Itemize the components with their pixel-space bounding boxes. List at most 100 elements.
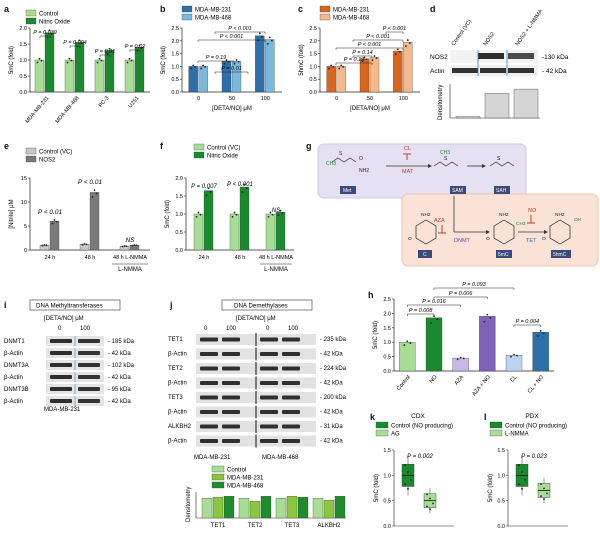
c-pvalue: P < 0.001 (358, 42, 382, 48)
j-dens-bar (212, 497, 224, 519)
a-point (80, 42, 83, 45)
d-row-actin: Actin (430, 68, 445, 75)
h-point (513, 353, 515, 356)
j-band (282, 366, 300, 371)
f-bar (275, 212, 286, 251)
e-point (43, 244, 46, 246)
h-xtick-label: NO (429, 374, 439, 385)
a-bracket (129, 49, 141, 52)
j-deta: [DETA/NO] μM (236, 316, 276, 322)
c-point (338, 67, 341, 70)
panel-label-i: i (4, 300, 7, 310)
j-band (282, 439, 300, 443)
h-bar (425, 317, 443, 372)
f-point (235, 213, 238, 216)
e-legend-label: Control (VC) (39, 150, 72, 156)
g-s-sah: S (497, 156, 501, 162)
a-point (50, 33, 53, 35)
b-pvalue: P = 0.01 (221, 66, 241, 72)
g-met: Met (343, 188, 352, 194)
chart-f: Control (VC) Nitric Oxide 0.0 0.5 1.0 1.5 2.0 5… (165, 143, 294, 273)
b-legend-swatch (181, 13, 193, 21)
j-band (222, 439, 240, 443)
j-legend-swatch (211, 473, 225, 481)
i-row-label: DNMT1 (4, 339, 25, 345)
b-pvalue: P < 0.001 (220, 34, 244, 40)
e-bar (129, 245, 140, 251)
c-xtick-label: 50 (367, 96, 373, 102)
a-point (138, 44, 141, 47)
j-band (200, 366, 218, 371)
a-xtick-label: MDA-MB-231 (25, 95, 51, 124)
i-row-label: DNMT3A (4, 363, 29, 369)
c-ytick-label: 1.0 (309, 64, 317, 70)
f-pvalue: NS (272, 208, 280, 214)
k-legend-swatch (375, 429, 389, 437)
f-ytick-label: 0.0 (175, 248, 183, 254)
e-legend-label: NOS2 (39, 158, 56, 164)
f-footer: L-NMMA (264, 267, 288, 273)
j-dens-xtick: TET3 (285, 523, 300, 529)
g-ch3-met: CH3 (326, 161, 336, 167)
f-point (207, 187, 210, 190)
c-bar (369, 57, 380, 93)
a-point (48, 29, 51, 32)
b-point (270, 39, 273, 42)
g-tet: TET (526, 238, 537, 244)
h-point (489, 317, 492, 319)
a-point (40, 59, 43, 62)
g-sam: SAM (452, 188, 463, 194)
f-bar (193, 213, 204, 251)
c-ytick-label: 0.0 (309, 90, 317, 96)
h-bracket (407, 313, 435, 316)
j-dens-bar (249, 501, 261, 519)
i-cell-line: MDA-MB-231 (44, 407, 81, 413)
c-point (406, 39, 409, 41)
b-ytick-label: 2.5 (171, 26, 179, 32)
a-legend-swatch (25, 17, 37, 25)
j-row-size: - 42 kDa (320, 410, 343, 416)
e-point (93, 189, 96, 191)
b-point (225, 59, 228, 61)
a-bar (124, 59, 135, 93)
b-point (233, 62, 236, 65)
panel-label-a: a (4, 4, 10, 14)
a-ytick-label: 0.5 (19, 74, 27, 80)
b-xtick-label: 100 (261, 96, 270, 102)
h-point (516, 354, 518, 357)
h-bar (399, 342, 416, 372)
b-point (266, 42, 269, 45)
f-ylabel: 5mC (fold) (165, 200, 171, 228)
h-bar (505, 355, 523, 372)
c-bar (393, 50, 403, 93)
i-band (78, 375, 100, 379)
g-ch3-sam: CH3 (440, 150, 450, 156)
l-title: PDX (525, 413, 539, 420)
a-bar (74, 42, 85, 93)
j-band (222, 410, 240, 414)
f-point (231, 215, 234, 218)
e-point (133, 244, 136, 246)
k-point (426, 493, 428, 496)
panel-d: Control (VC) NOS2 NOS2 + L-NMMA NOS2 Act… (430, 8, 569, 120)
e-xtick-label: 24 h (45, 255, 56, 261)
b-bar (198, 66, 208, 93)
f-point (233, 211, 236, 214)
d-bar (513, 88, 539, 119)
b-point (258, 32, 261, 35)
a-point (130, 59, 133, 62)
c-bracket (352, 39, 404, 42)
l-pvalue: P = 0.023 (521, 454, 547, 460)
j-legend-label: MDA-MB-231 (227, 476, 264, 482)
panel-i-blot: DNA Methyltransferases [DETA/NO] μM 0 10… (4, 299, 135, 413)
b-bracket (214, 71, 249, 74)
f-point (279, 209, 282, 212)
j-band (200, 439, 218, 443)
j-cell-line-468: MDA-MB-468 (262, 455, 299, 461)
e-pvalue: NS (125, 237, 135, 244)
c-point (365, 58, 368, 61)
h-xtick-label: CL + NO (527, 374, 546, 395)
f-xtick-label: 48 h (235, 255, 246, 261)
a-point (100, 59, 103, 62)
j-row-label: β-Actin (168, 381, 187, 387)
